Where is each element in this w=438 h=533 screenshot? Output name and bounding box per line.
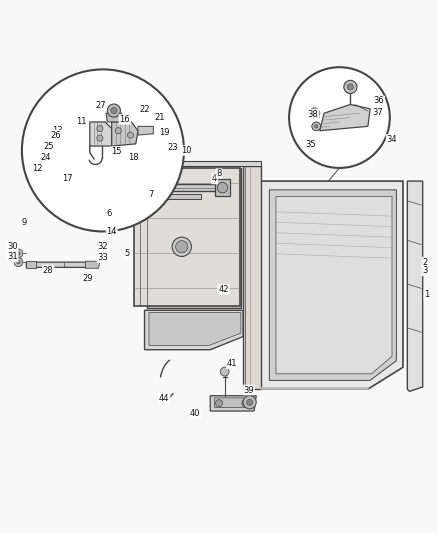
Circle shape	[17, 260, 20, 264]
Text: 42: 42	[218, 285, 229, 294]
Polygon shape	[106, 113, 122, 122]
Circle shape	[14, 249, 23, 258]
Circle shape	[312, 111, 317, 115]
Text: 32: 32	[98, 243, 108, 251]
Text: 15: 15	[111, 147, 121, 156]
Circle shape	[97, 125, 103, 132]
Polygon shape	[90, 122, 112, 146]
Circle shape	[347, 84, 353, 90]
Text: 4: 4	[212, 174, 217, 183]
Circle shape	[217, 182, 228, 193]
Polygon shape	[215, 179, 230, 197]
Polygon shape	[131, 168, 241, 308]
Polygon shape	[138, 126, 153, 135]
Text: 41: 41	[227, 359, 237, 368]
Circle shape	[97, 135, 103, 141]
Text: 29: 29	[82, 274, 93, 283]
Polygon shape	[145, 310, 243, 350]
Circle shape	[242, 400, 249, 407]
Polygon shape	[276, 197, 392, 374]
Text: 10: 10	[181, 146, 191, 155]
Circle shape	[243, 395, 256, 409]
Circle shape	[115, 128, 121, 134]
Text: 8: 8	[216, 169, 222, 178]
Circle shape	[289, 67, 390, 168]
Text: 22: 22	[139, 105, 150, 114]
Circle shape	[220, 367, 229, 376]
Circle shape	[22, 69, 184, 231]
Circle shape	[107, 104, 120, 117]
Text: 26: 26	[51, 131, 61, 140]
Polygon shape	[149, 312, 241, 345]
Text: 38: 38	[308, 110, 318, 118]
Polygon shape	[320, 104, 370, 131]
Circle shape	[73, 182, 83, 192]
Polygon shape	[109, 204, 123, 207]
Text: 31: 31	[7, 252, 18, 261]
Polygon shape	[85, 194, 201, 199]
Text: 12: 12	[32, 164, 42, 173]
Text: 44: 44	[159, 394, 170, 403]
Text: 30: 30	[7, 243, 18, 251]
Circle shape	[176, 241, 188, 253]
Polygon shape	[210, 395, 256, 411]
Polygon shape	[123, 161, 261, 166]
Text: 27: 27	[95, 101, 106, 110]
Circle shape	[14, 258, 23, 266]
Circle shape	[111, 108, 117, 114]
Text: 19: 19	[159, 128, 170, 138]
Polygon shape	[85, 184, 228, 191]
Text: 16: 16	[120, 115, 130, 124]
Circle shape	[172, 237, 191, 256]
Polygon shape	[243, 166, 261, 389]
Polygon shape	[26, 261, 36, 268]
Text: 13: 13	[52, 126, 62, 135]
Text: 40: 40	[190, 409, 200, 418]
Circle shape	[215, 400, 223, 407]
Text: 35: 35	[306, 140, 316, 149]
Circle shape	[127, 132, 134, 138]
Text: 11: 11	[76, 117, 86, 126]
Text: 3: 3	[422, 266, 427, 276]
Text: 14: 14	[106, 227, 117, 236]
Text: 7: 7	[148, 190, 154, 199]
Circle shape	[112, 216, 119, 223]
Text: 25: 25	[43, 142, 53, 150]
Text: 28: 28	[43, 265, 53, 274]
Circle shape	[312, 122, 321, 131]
Polygon shape	[66, 180, 90, 194]
Text: 5: 5	[124, 249, 130, 258]
Polygon shape	[85, 261, 100, 268]
Circle shape	[309, 108, 320, 118]
Text: 17: 17	[63, 174, 73, 183]
Circle shape	[314, 125, 318, 128]
Polygon shape	[94, 179, 114, 191]
Polygon shape	[26, 262, 99, 268]
Polygon shape	[112, 122, 138, 146]
Text: 39: 39	[244, 385, 254, 394]
Text: 23: 23	[168, 143, 178, 152]
Circle shape	[100, 180, 109, 189]
Polygon shape	[215, 398, 251, 408]
Polygon shape	[269, 190, 396, 381]
Text: 37: 37	[372, 108, 383, 117]
Text: 34: 34	[387, 135, 397, 144]
Polygon shape	[134, 168, 240, 306]
Text: 6: 6	[107, 209, 112, 219]
Text: 2: 2	[422, 257, 427, 266]
Text: 24: 24	[41, 154, 51, 163]
Text: 21: 21	[155, 113, 165, 122]
Circle shape	[247, 399, 253, 405]
Polygon shape	[261, 181, 403, 389]
Text: 36: 36	[374, 96, 384, 106]
Text: 9: 9	[21, 218, 27, 227]
Polygon shape	[407, 181, 423, 391]
Text: 1: 1	[424, 290, 430, 300]
Circle shape	[114, 187, 122, 195]
Text: 33: 33	[98, 253, 108, 262]
Text: 18: 18	[128, 154, 139, 163]
Circle shape	[17, 252, 20, 255]
Circle shape	[344, 80, 357, 93]
